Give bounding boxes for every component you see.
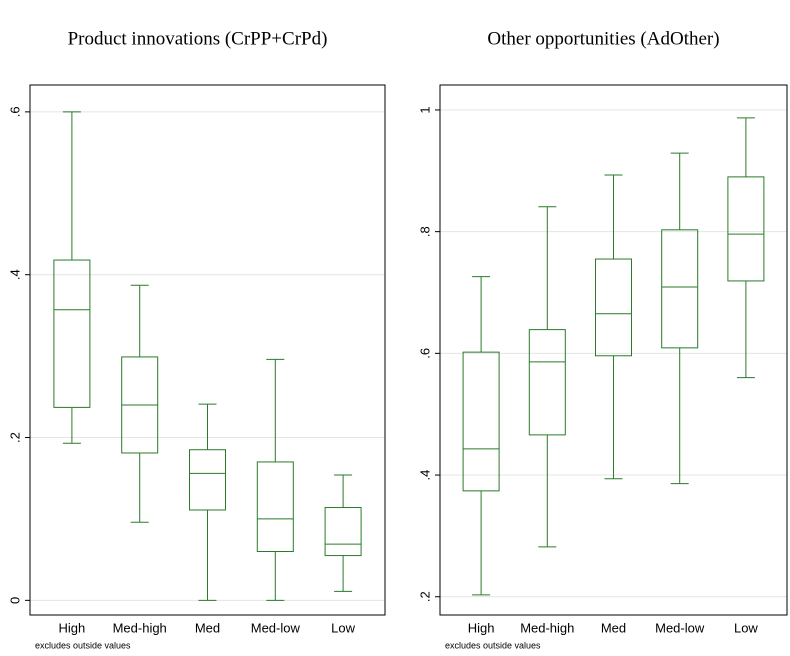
plot-frame: [29, 84, 386, 616]
note: excludes outside values: [445, 640, 541, 650]
box: [462, 351, 500, 492]
note: excludes outside values: [35, 640, 131, 650]
box: [324, 507, 362, 557]
box: [528, 329, 566, 436]
box: [595, 258, 632, 357]
y-tick-label: 0: [7, 597, 22, 604]
y-tick-label: .6: [417, 348, 432, 359]
box: [256, 461, 294, 552]
x-tick-label: Low: [331, 620, 355, 635]
x-tick-label: Med-low: [655, 620, 705, 635]
y-tick-label: .2: [7, 432, 22, 443]
x-tick-label: Med-low: [251, 620, 301, 635]
box: [727, 176, 765, 282]
chart-title: Product innovations (CrPP+CrPd): [68, 28, 328, 49]
plot-frame: [439, 84, 788, 616]
x-tick-label: High: [468, 620, 495, 635]
y-tick-label: .6: [7, 106, 22, 117]
y-tick-label: .2: [417, 591, 432, 602]
x-tick-label: Med: [195, 620, 220, 635]
y-tick-label: 1: [417, 106, 432, 113]
y-tick-label: .8: [417, 226, 432, 237]
box: [661, 229, 699, 349]
box: [53, 259, 91, 408]
x-tick-label: Med-high: [113, 620, 167, 635]
y-tick-label: .4: [7, 269, 22, 280]
x-tick-label: Low: [734, 620, 758, 635]
y-tick-label: .4: [417, 470, 432, 481]
x-tick-label: Med: [601, 620, 626, 635]
chart-title: Other opportunities (AdOther): [487, 28, 719, 49]
box: [189, 449, 226, 511]
x-tick-label: High: [59, 620, 86, 635]
x-tick-label: Med-high: [520, 620, 574, 635]
